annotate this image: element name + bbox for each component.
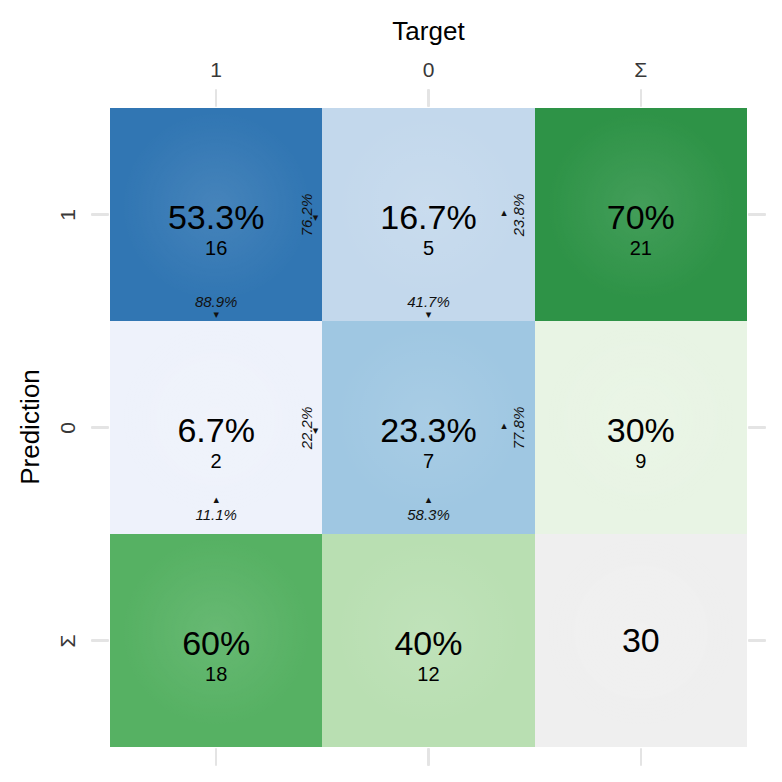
matrix-cell-pred-0-target-Σ: 30%9	[535, 321, 747, 534]
cell-value-stack: 60%18	[110, 534, 322, 747]
arrow-up-icon: ▴	[501, 419, 507, 430]
row-percent-note: 23.8%	[510, 193, 527, 236]
arrow-down-icon: ▾	[110, 309, 322, 320]
matrix-cell-pred-Σ-target-0: 40%12	[322, 534, 534, 747]
cell-count: 7	[423, 449, 434, 473]
cell-value-stack: 30	[535, 534, 747, 747]
cell-count: 2	[211, 449, 222, 473]
cell-value-stack: 30%9	[535, 321, 747, 534]
x-tick-label-1: 1	[210, 57, 222, 83]
x-tick-mark-top	[215, 89, 218, 107]
cell-percent: 16.7%	[380, 199, 476, 236]
matrix-cell-pred-1-target-0: 16.7%523.8%▴41.7%▾	[322, 108, 534, 321]
y-tick-mark-left	[91, 639, 109, 642]
arrow-up-icon: ▴	[110, 494, 322, 505]
y-tick-mark-left	[91, 426, 109, 429]
cell-percent: 53.3%	[168, 199, 264, 236]
cell-value-stack: 70%21	[535, 108, 747, 321]
cell-count: 21	[630, 236, 652, 260]
cell-count: 9	[635, 449, 646, 473]
arrow-up-icon: ▴	[322, 494, 534, 505]
matrix-cell-pred-1-target-1: 53.3%1676.2%▾88.9%▾	[110, 108, 322, 321]
x-tick-mark-bottom	[215, 748, 218, 766]
y-axis-title: Prediction	[15, 369, 46, 485]
x-axis-title: Target	[110, 16, 747, 46]
cell-count: 5	[423, 236, 434, 260]
cell-percent: 30	[622, 622, 660, 659]
y-tick-mark-right	[748, 639, 766, 642]
x-tick-mark-bottom	[427, 748, 430, 766]
arrow-down-icon: ▾	[313, 424, 319, 435]
cell-percent: 30%	[607, 412, 675, 449]
confusion-matrix-plot: Target Prediction 1 0 Σ 1 0 Σ 53.3%1676.2%▾88…	[0, 0, 782, 782]
row-percent-note: 77.8%	[510, 406, 527, 449]
matrix-cell-pred-0-target-1: 6.7%222.2%▾11.1%▴	[110, 321, 322, 534]
x-tick-label-0: 0	[423, 57, 435, 83]
cell-value-stack: 53.3%16	[110, 108, 322, 321]
x-tick-mark-top	[427, 89, 430, 107]
cell-percent: 70%	[607, 199, 675, 236]
matrix-cell-pred-Σ-target-1: 60%18	[110, 534, 322, 747]
cell-count: 18	[205, 662, 227, 686]
cell-percent: 60%	[182, 625, 250, 662]
matrix-cell-pred-Σ-target-Σ: 30	[535, 534, 747, 747]
cell-percent: 6.7%	[177, 412, 255, 449]
cell-percent: 23.3%	[380, 412, 476, 449]
x-tick-mark-bottom	[640, 748, 643, 766]
y-tick-mark-right	[748, 213, 766, 216]
column-percent-note: 11.1%	[110, 506, 322, 523]
x-tick-mark-top	[640, 89, 643, 107]
cell-count: 16	[205, 236, 227, 260]
matrix-cell-pred-1-target-Σ: 70%21	[535, 108, 747, 321]
cell-percent: 40%	[394, 625, 462, 662]
y-tick-label-1: 1	[56, 209, 80, 221]
y-tick-mark-left	[91, 213, 109, 216]
y-tick-label-0: 0	[56, 422, 80, 434]
column-percent-note: 58.3%	[322, 506, 534, 523]
arrow-down-icon: ▾	[322, 309, 534, 320]
arrow-up-icon: ▴	[501, 206, 507, 217]
matrix-grid: 53.3%1676.2%▾88.9%▾16.7%523.8%▴41.7%▾70%…	[110, 108, 747, 747]
cell-value-stack: 40%12	[322, 534, 534, 747]
arrow-down-icon: ▾	[313, 211, 319, 222]
matrix-cell-pred-0-target-0: 23.3%777.8%▴58.3%▴	[322, 321, 534, 534]
y-tick-label-Σ: Σ	[56, 634, 80, 647]
cell-count: 12	[417, 662, 439, 686]
y-tick-mark-right	[748, 426, 766, 429]
x-tick-label-Σ: Σ	[634, 57, 647, 83]
